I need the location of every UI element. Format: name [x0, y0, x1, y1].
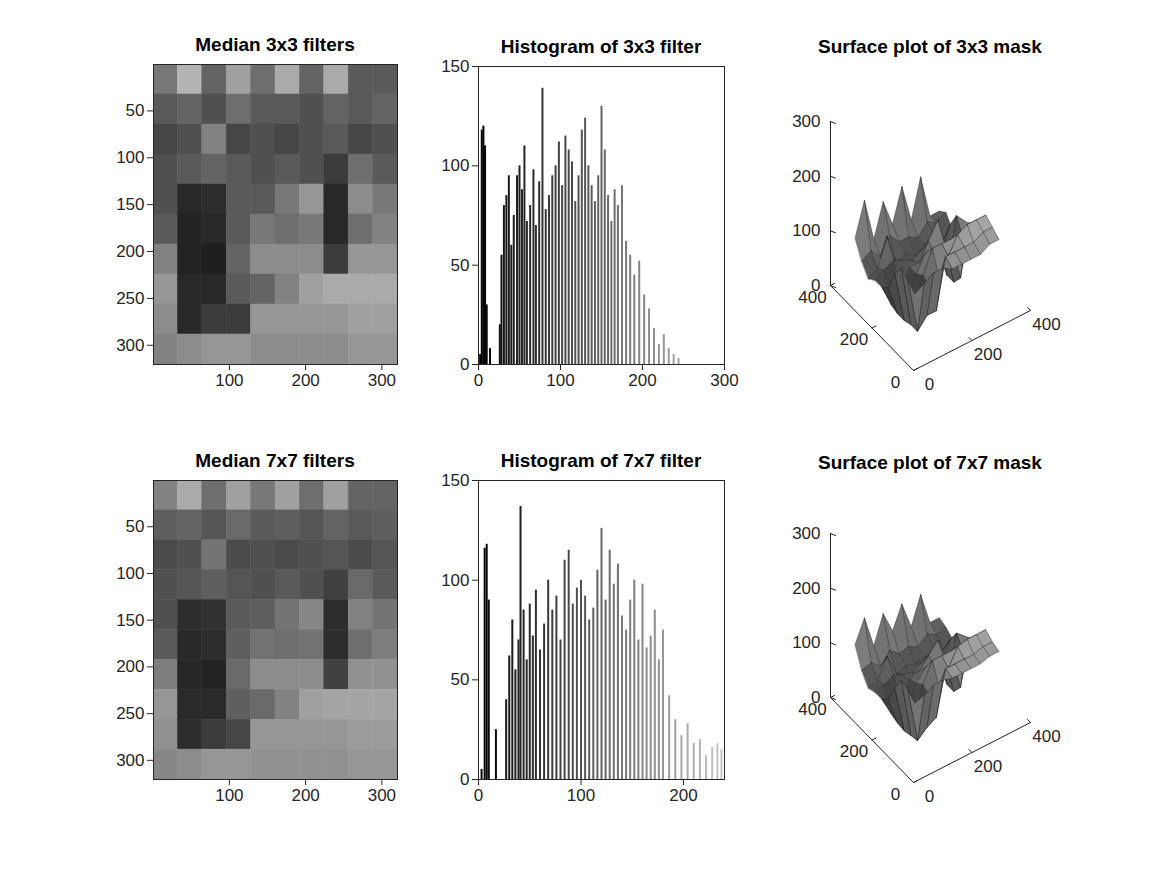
svg-text:100: 100 — [441, 156, 469, 175]
svg-text:0: 0 — [891, 373, 900, 392]
svg-text:50: 50 — [451, 256, 470, 275]
svg-text:400: 400 — [1032, 727, 1060, 746]
svg-text:100: 100 — [792, 633, 820, 652]
svg-text:0: 0 — [460, 770, 469, 789]
svg-text:150: 150 — [116, 611, 144, 630]
svg-text:200: 200 — [669, 786, 697, 805]
svg-text:0: 0 — [811, 276, 820, 295]
svg-text:100: 100 — [441, 571, 469, 590]
svg-text:50: 50 — [126, 517, 145, 536]
svg-text:200: 200 — [291, 786, 319, 805]
svg-text:300: 300 — [792, 524, 820, 543]
svg-text:0: 0 — [474, 371, 483, 390]
html-text:Histogram of 3x3 filter: Histogram of 3x3 filter — [500, 36, 702, 57]
svg-text:400: 400 — [798, 699, 827, 719]
svg-text:0: 0 — [474, 786, 483, 805]
svg-text:200: 200 — [840, 742, 868, 761]
svg-text:100: 100 — [792, 221, 820, 240]
svg-text:150: 150 — [441, 57, 469, 76]
svg-text:150: 150 — [441, 471, 469, 490]
svg-text:0: 0 — [891, 785, 900, 804]
svg-text:400: 400 — [1032, 315, 1060, 334]
svg-text:300: 300 — [116, 751, 144, 770]
svg-text:0: 0 — [460, 355, 469, 374]
svg-text:300: 300 — [710, 371, 738, 390]
svg-text:100: 100 — [116, 148, 144, 167]
html-text:Surface plot of 7x7 mask: Surface plot of 7x7 mask — [818, 452, 1042, 473]
svg-text:300: 300 — [368, 786, 396, 805]
svg-text:100: 100 — [546, 371, 574, 390]
svg-text:200: 200 — [974, 345, 1002, 364]
svg-text:200: 200 — [116, 657, 144, 676]
svg-text:200: 200 — [840, 330, 868, 349]
svg-text:300: 300 — [792, 112, 820, 131]
svg-text:400: 400 — [798, 287, 827, 307]
html-text:Median 3x3 filters: Median 3x3 filters — [195, 34, 355, 55]
html-text:Median 7x7 filters: Median 7x7 filters — [195, 450, 355, 471]
svg-text:200: 200 — [116, 242, 144, 261]
svg-text:250: 250 — [116, 704, 144, 723]
svg-text:100: 100 — [567, 786, 595, 805]
svg-text:100: 100 — [116, 564, 144, 583]
html-text:Histogram of 7x7 filter: Histogram of 7x7 filter — [500, 450, 702, 471]
html-text:Surface plot of 3x3 mask: Surface plot of 3x3 mask — [818, 36, 1042, 57]
svg-text:50: 50 — [126, 101, 145, 120]
svg-text:200: 200 — [792, 167, 820, 186]
svg-text:0: 0 — [925, 375, 934, 394]
svg-text:150: 150 — [116, 195, 144, 214]
svg-text:0: 0 — [925, 787, 934, 806]
svg-text:200: 200 — [628, 371, 656, 390]
svg-text:200: 200 — [974, 757, 1002, 776]
svg-text:300: 300 — [368, 371, 396, 390]
svg-text:100: 100 — [215, 786, 243, 805]
svg-text:250: 250 — [116, 289, 144, 308]
svg-text:300: 300 — [116, 336, 144, 355]
svg-text:200: 200 — [792, 579, 820, 598]
svg-text:50: 50 — [451, 670, 470, 689]
svg-text:200: 200 — [291, 371, 319, 390]
svg-text:0: 0 — [811, 688, 820, 707]
svg-text:100: 100 — [215, 371, 243, 390]
